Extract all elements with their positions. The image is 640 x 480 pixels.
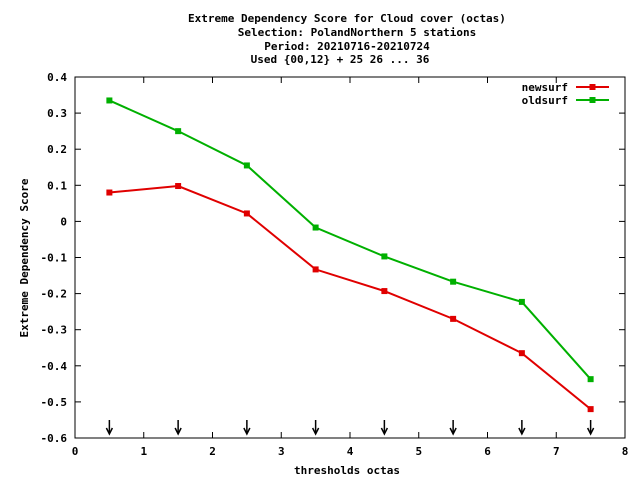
title-line-1: Extreme Dependency Score for Cloud cover… [188,12,506,25]
series-line-newsurf [109,185,592,410]
threshold-markers [105,420,595,436]
threshold-arrow [174,420,182,436]
series-layer [106,97,594,413]
legend-label-newsurf: newsurf [522,81,568,94]
y-tick-label: 0.3 [47,107,67,120]
y-tick-label: -0.1 [41,252,68,265]
y-tick-label: 0.4 [47,71,67,84]
threshold-arrow [518,420,526,436]
y-tick-label: 0.2 [47,143,67,156]
legend-swatches [576,84,609,103]
y-tick-label: -0.5 [41,396,68,409]
y-tick-label: -0.6 [41,432,68,445]
data-point-newsurf [518,350,525,357]
data-point-newsurf [175,183,182,190]
x-tick-label: 3 [278,445,285,458]
threshold-arrow [243,420,251,436]
data-point-oldsurf [175,128,182,135]
y-axis-label: Extreme Dependency Score [18,178,31,337]
legend-label-oldsurf: oldsurf [522,94,568,107]
title-line-3: Period: 20210716-20210724 [264,40,430,53]
x-tick-label: 2 [209,445,216,458]
y-tick-label: 0 [60,215,67,228]
threshold-arrow [586,420,595,436]
data-point-newsurf [450,315,457,322]
x-axis-ticks: 0 1 2 3 4 5 6 7 8 [72,77,629,458]
data-point-newsurf [243,210,250,217]
series-line-oldsurf [108,99,592,380]
x-tick-label: 4 [347,445,354,458]
plot-frame [74,76,626,439]
data-point-newsurf [312,266,319,273]
x-tick-label: 1 [140,445,147,458]
chart-title: Extreme Dependency Score for Cloud cover… [188,12,506,66]
data-point-newsurf [381,288,388,295]
y-tick-label: -0.3 [41,324,68,337]
data-point-oldsurf [450,278,457,285]
data-point-oldsurf [381,253,388,260]
series-oldsurf [106,97,594,383]
data-point-oldsurf [312,224,319,231]
data-point-oldsurf [587,376,594,383]
x-tick-label: 6 [484,445,491,458]
legend: newsurf oldsurf [522,81,609,107]
series-newsurf [106,183,594,413]
legend-swatch-newsurf [576,84,609,90]
threshold-arrow [311,420,320,436]
x-axis-label: thresholds octas [294,464,400,477]
threshold-arrow [105,420,114,436]
y-tick-label: -0.4 [41,360,68,373]
x-tick-label: 7 [553,445,560,458]
y-tick-label: 0.1 [47,179,67,192]
x-tick-label: 0 [72,445,79,458]
data-point-newsurf [106,189,113,196]
x-tick-label: 8 [622,445,629,458]
data-point-newsurf [587,406,594,413]
data-point-oldsurf [106,97,113,104]
y-axis-ticks: 0.4 0.3 0.2 0.1 0 -0.1 -0.2 -0.3 -0.4 -0.5 -0.6 [41,71,625,445]
data-point-oldsurf [518,298,525,305]
data-point-oldsurf [243,162,250,169]
y-tick-label: -0.2 [41,288,68,301]
title-line-4: Used {00,12} + 25 26 ... 36 [251,53,430,66]
title-line-2: Selection: PolandNorthern 5 stations [238,26,476,39]
threshold-arrow [449,420,457,436]
threshold-arrow [380,420,389,436]
x-tick-label: 5 [415,445,422,458]
legend-swatch-oldsurf [576,97,609,103]
